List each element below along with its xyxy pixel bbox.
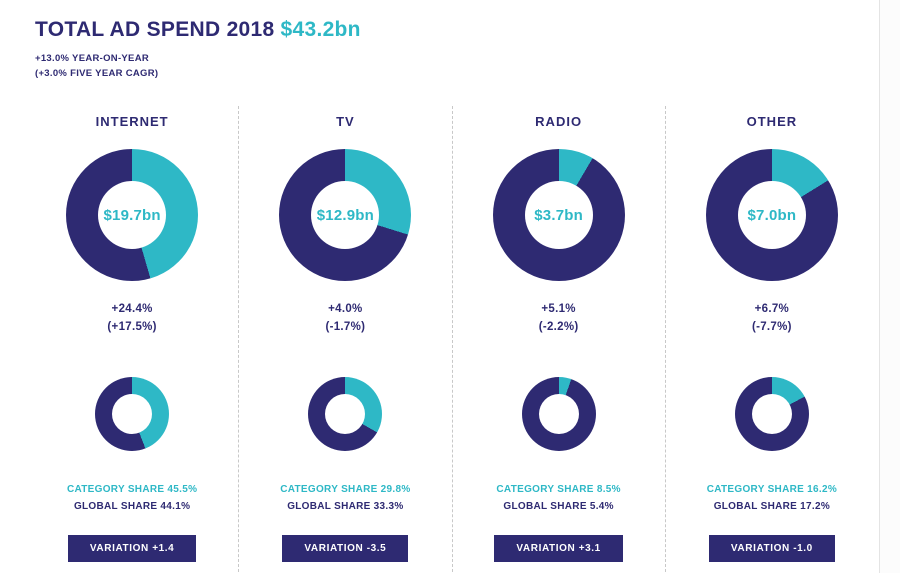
category-columns: INTERNET $19.7bn +24.4% (+17.5%) CATEGOR… <box>26 106 878 572</box>
yoy-growth: +6.7% <box>754 303 790 315</box>
ad-spend-donut-chart: $3.7bn <box>492 149 625 281</box>
donut-hole <box>112 393 153 434</box>
global-share-label: GLOBAL SHARE 5.4% <box>503 500 614 512</box>
yoy-growth: +5.1% <box>541 303 576 315</box>
yoy-growth: +24.4% <box>111 303 153 315</box>
yoy-growth-line: +13.0% YEAR-ON-YEAR <box>35 53 150 64</box>
category-share-label: CATEGORY SHARE 29.8% <box>280 483 411 495</box>
share-block: CATEGORY SHARE 45.5% GLOBAL SHARE 44.1% <box>67 481 197 515</box>
donut-hole <box>538 393 579 434</box>
cagr-growth: (-7.7%) <box>751 320 792 333</box>
page-title: TOTAL AD SPEND 2018 $43.2bn <box>35 18 361 42</box>
donut-hole: $19.7bn <box>98 181 167 249</box>
cagr-line: (+3.0% FIVE YEAR CAGR) <box>35 67 159 79</box>
global-share-label: GLOBAL SHARE 17.2% <box>713 500 831 512</box>
category-share-label: CATEGORY SHARE 8.5% <box>496 483 621 495</box>
ad-spend-value: $12.9bn <box>316 206 374 224</box>
share-donut-chart <box>95 376 170 451</box>
cagr-growth: (-2.2%) <box>538 320 579 333</box>
ad-spend-donut-chart: $19.7bn <box>66 149 199 281</box>
ad-spend-value: $3.7bn <box>534 206 583 224</box>
category-label: TV <box>336 114 355 129</box>
report-header: TOTAL AD SPEND 2018 $43.2bn +13.0% YEAR-O… <box>35 18 361 81</box>
ad-spend-value: $19.7bn <box>103 206 161 224</box>
total-spend-value: $43.2bn <box>280 18 361 41</box>
category-column-other: OTHER $7.0bn +6.7% (-7.7%) CATEGORY SHAR… <box>664 106 878 572</box>
category-label: INTERNET <box>95 114 169 129</box>
category-column-radio: RADIO $3.7bn +5.1% (-2.2%) CATEGORY SHAR… <box>451 106 665 572</box>
category-label: RADIO <box>535 114 583 129</box>
yoy-growth: +4.0% <box>328 303 363 315</box>
header-subtitle: +13.0% YEAR-ON-YEAR (+3.0% FIVE YEAR CAG… <box>35 52 361 81</box>
share-block: CATEGORY SHARE 29.8% GLOBAL SHARE 33.3% <box>280 481 410 515</box>
ad-spend-value: $7.0bn <box>747 206 797 224</box>
category-column-tv: TV $12.9bn +4.0% (-1.7%) CATEGORY SHARE … <box>238 106 451 572</box>
share-block: CATEGORY SHARE 8.5% GLOBAL SHARE 5.4% <box>496 481 620 515</box>
growth-block: +24.4% (+17.5%) <box>107 301 156 337</box>
category-column-internet: INTERNET $19.7bn +24.4% (+17.5%) CATEGOR… <box>26 106 238 572</box>
variation-badge: VARIATION -1.0 <box>708 534 835 562</box>
ad-spend-donut-chart: $7.0bn <box>705 149 838 281</box>
scrollbar-track[interactable] <box>879 0 900 573</box>
growth-block: +4.0% (-1.7%) <box>325 301 365 337</box>
donut-hole: $7.0bn <box>737 181 806 249</box>
share-donut-chart <box>308 376 383 451</box>
cagr-growth: (+17.5%) <box>107 320 157 333</box>
growth-block: +6.7% (-7.7%) <box>752 301 792 337</box>
ad-spend-donut-chart: $12.9bn <box>279 149 412 281</box>
donut-hole <box>325 393 366 434</box>
donut-hole: $12.9bn <box>311 181 380 249</box>
share-donut-chart <box>734 376 809 451</box>
growth-block: +5.1% (-2.2%) <box>539 301 579 337</box>
donut-hole <box>751 393 792 434</box>
variation-badge: VARIATION -3.5 <box>282 534 409 562</box>
global-share-label: GLOBAL SHARE 33.3% <box>287 500 404 512</box>
cagr-growth: (-1.7%) <box>325 320 366 333</box>
title-text: TOTAL AD SPEND 2018 <box>35 18 275 41</box>
category-label: OTHER <box>746 114 798 129</box>
category-share-label: CATEGORY SHARE 16.2% <box>706 483 838 495</box>
variation-badge: VARIATION +3.1 <box>494 534 623 562</box>
global-share-label: GLOBAL SHARE 44.1% <box>73 500 191 512</box>
share-donut-chart <box>521 376 596 451</box>
donut-hole: $3.7bn <box>524 181 593 249</box>
category-share-label: CATEGORY SHARE 45.5% <box>66 483 198 495</box>
share-block: CATEGORY SHARE 16.2% GLOBAL SHARE 17.2% <box>707 481 837 515</box>
variation-badge: VARIATION +1.4 <box>67 534 197 562</box>
